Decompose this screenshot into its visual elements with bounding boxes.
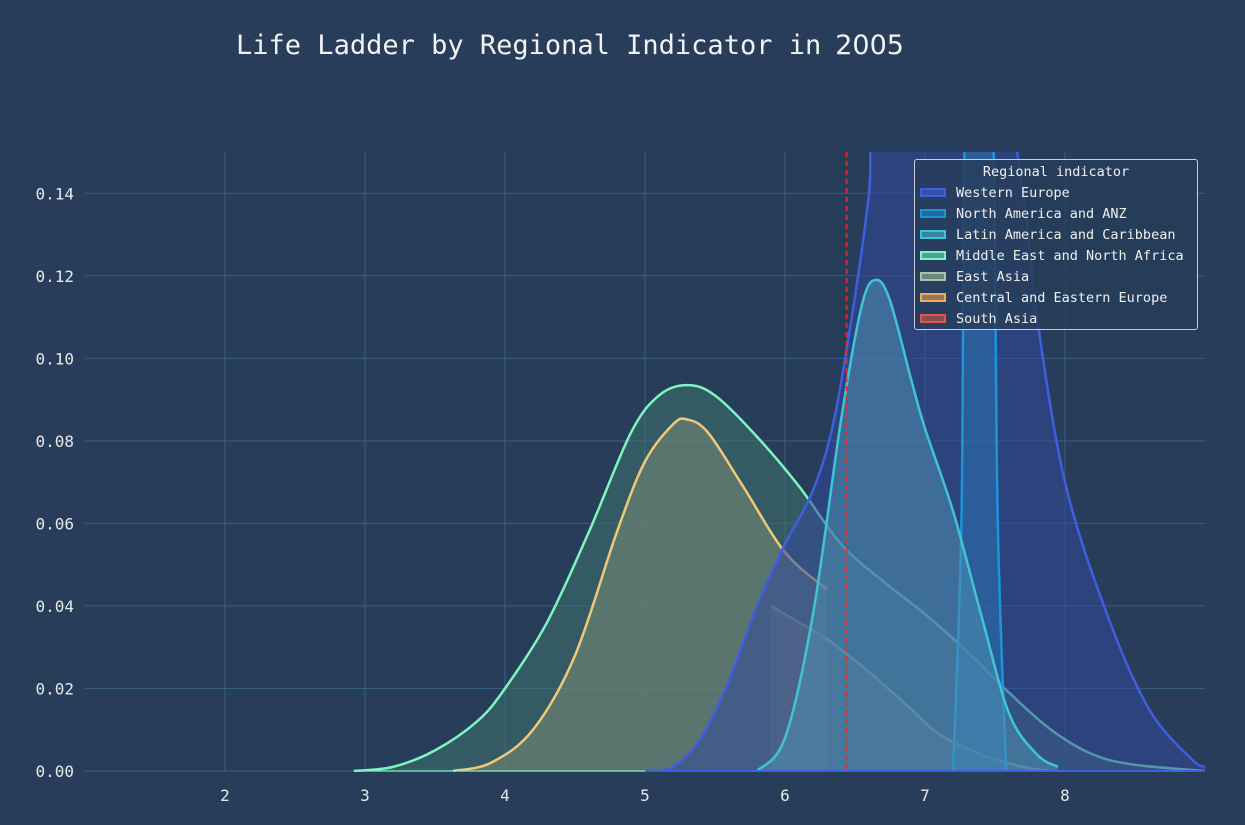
y-tick-label: 0.04 [35, 597, 74, 616]
legend-entry: East Asia [915, 266, 1197, 287]
y-tick-label: 0.00 [35, 762, 74, 781]
y-tick-label: 0.12 [35, 267, 74, 286]
chart-title-text: Life Ladder by Regional Indicator in [236, 30, 822, 61]
legend-swatch [920, 314, 946, 323]
y-tick-label: 0.08 [35, 432, 74, 451]
legend-swatch [920, 293, 946, 302]
line-north-america-and-anz [951, 152, 1008, 772]
legend-entry: Western Europe [915, 182, 1197, 203]
legend-title: Regional indicator [982, 164, 1130, 180]
legend-entries: Western Europe North America and ANZ Latin… [915, 182, 1197, 329]
legend-label: East Asia [956, 268, 1030, 285]
legend-entry: Latin America and Caribbean [915, 224, 1197, 245]
legend-label: Central and Eastern Europe [956, 289, 1168, 306]
x-tick-label: 7 [920, 786, 930, 805]
y-tick-label: 0.02 [35, 679, 74, 698]
legend-label: North America and ANZ [956, 205, 1127, 222]
legend-label: South Asia [956, 310, 1038, 327]
legend-swatch [920, 209, 946, 218]
legend: Regional indicator Western Europe North A… [914, 159, 1198, 330]
legend-swatch [920, 188, 946, 197]
legend-swatch [920, 230, 946, 239]
x-tick-label: 5 [640, 786, 650, 805]
legend-entry: North America and ANZ [915, 203, 1197, 224]
y-tick-label: 0.06 [35, 514, 74, 533]
legend-label: Middle East and North Africa [956, 247, 1184, 264]
x-tick-label: 2 [220, 786, 230, 805]
density-areas [353, 152, 1205, 772]
area-latin-america-and-caribbean [757, 279, 1058, 771]
legend-label: Western Europe [956, 184, 1070, 201]
legend-entry: South Asia [915, 308, 1197, 329]
x-tick-label: 3 [360, 786, 370, 805]
x-tick-label: 4 [500, 786, 510, 805]
chart-title: Life Ladder by Regional Indicator in 2005 [0, 30, 1140, 61]
x-tick-label: 6 [780, 786, 790, 805]
chart-title-year: 2005 [835, 30, 904, 61]
line-western-europe [644, 152, 1205, 772]
legend-entry: Central and Eastern Europe [915, 287, 1197, 308]
legend-swatch [920, 272, 946, 281]
y-tick-label: 0.10 [35, 349, 74, 368]
legend-swatch [920, 251, 946, 260]
x-tick-label: 8 [1060, 786, 1070, 805]
axis-ticks: 2 3 4 5 6 7 8 0.00 0.02 0.04 0.06 0.08 0.10 0.12 0.14 [35, 184, 1069, 805]
y-tick-label: 0.14 [35, 184, 74, 203]
line-latin-america-and-caribbean [756, 278, 1059, 772]
legend-entry: Middle East and North Africa [915, 245, 1197, 266]
line-central-and-eastern-europe [452, 417, 828, 772]
legend-label: Latin America and Caribbean [956, 226, 1176, 243]
